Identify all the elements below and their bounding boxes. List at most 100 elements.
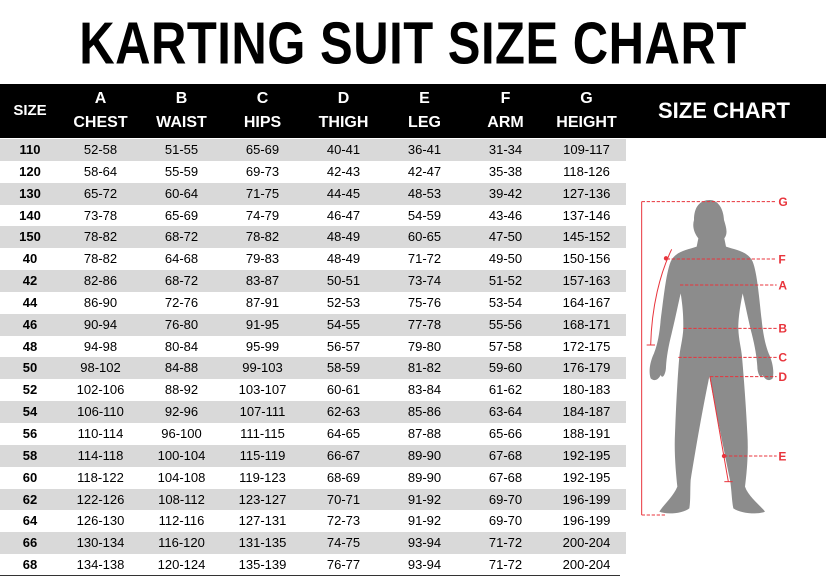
- figure-label-e: E: [778, 449, 786, 463]
- value-cell: 60-65: [407, 229, 442, 245]
- table-row: 68 134-138 120-124 135-139 76-77 93-94 71-72 20…: [0, 554, 626, 576]
- value-cell: 85-86: [407, 404, 442, 420]
- value-cell: 71-72: [488, 535, 523, 551]
- header-size: SIZE: [13, 102, 47, 119]
- size-cell: 120: [19, 163, 41, 179]
- body-silhouette: [649, 200, 774, 514]
- value-cell: 192-195: [562, 447, 611, 463]
- value-cell: 65-69: [245, 142, 280, 157]
- value-cell: 94-98: [83, 338, 118, 354]
- value-cell: 64-65: [326, 425, 361, 441]
- size-cell: 48: [22, 338, 38, 354]
- value-cell: 42-43: [326, 163, 361, 179]
- value-cell: 130-134: [76, 535, 125, 551]
- header-letter: A: [94, 90, 107, 107]
- value-cell: 81-82: [407, 360, 442, 376]
- figure-label-g: G: [778, 195, 787, 209]
- header-letter: F: [500, 90, 511, 107]
- value-cell: 76-80: [164, 316, 199, 332]
- value-cell: 80-84: [164, 338, 199, 354]
- value-cell: 74-75: [326, 535, 361, 551]
- table-row: 58 114-118 100-104 115-119 66-67 89-90 67-68 19…: [0, 444, 626, 467]
- value-cell: 99-103: [242, 360, 283, 376]
- value-cell: 118-122: [77, 469, 124, 485]
- value-cell: 176-179: [562, 360, 611, 376]
- value-cell: 107-111: [239, 404, 286, 420]
- value-cell: 44-45: [326, 185, 361, 201]
- table-row: 64 126-130 112-116 127-131 72-73 91-92 69-70 19…: [0, 510, 626, 532]
- size-cell: 110: [19, 142, 41, 157]
- body-measurement-figure: G FA B CD E: [641, 195, 788, 516]
- value-cell: 52-58: [83, 142, 118, 157]
- value-cell: 122-126: [76, 491, 125, 507]
- size-cell: 50: [22, 360, 38, 376]
- value-cell: 51-52: [488, 273, 523, 289]
- value-cell: 68-69: [326, 469, 361, 485]
- table-row: 120 58-64 55-59 69-73 42-43 42-47 35-38 118-126: [0, 161, 626, 183]
- value-cell: 50-51: [326, 273, 361, 289]
- value-cell: 96-100: [161, 425, 202, 441]
- header-name: ARM: [487, 114, 524, 131]
- value-cell: 150-156: [562, 251, 611, 267]
- table-row: 40 78-82 64-68 79-83 48-49 71-72 49-50 150-156: [0, 248, 626, 270]
- size-chart-label: SIZE CHART: [658, 98, 790, 123]
- header-col-waist: B WAIST: [141, 84, 222, 138]
- size-cell: 60: [22, 469, 38, 485]
- value-cell: 114-118: [77, 447, 124, 463]
- header-letter: C: [256, 90, 269, 107]
- value-cell: 82-86: [83, 273, 118, 289]
- value-cell: 42-47: [407, 163, 442, 179]
- table-row: 60 118-122 104-108 119-123 68-69 89-90 67-68 19…: [0, 467, 626, 489]
- value-cell: 39-42: [488, 185, 523, 201]
- table-row: 130 65-72 60-64 71-75 44-45 48-53 39-42 127-136: [0, 182, 626, 205]
- value-cell: 87-91: [245, 294, 280, 310]
- table-row: 54 106-110 92-96 107-111 62-63 85-86 63-64 184-…: [0, 401, 626, 423]
- value-cell: 67-68: [488, 447, 523, 463]
- size-cell: 40: [22, 251, 38, 267]
- value-cell: 48-49: [326, 229, 361, 245]
- header-col-arm: F ARM: [465, 84, 546, 138]
- value-cell: 93-94: [407, 557, 442, 573]
- value-cell: 172-175: [562, 338, 611, 354]
- value-cell: 135-139: [238, 557, 287, 573]
- value-cell: 65-72: [83, 185, 118, 201]
- value-cell: 35-38: [488, 163, 523, 179]
- value-cell: 68-72: [164, 229, 199, 245]
- value-cell: 91-92: [407, 513, 442, 529]
- value-cell: 36-41: [407, 142, 442, 157]
- table-row: 48 94-98 80-84 95-99 56-57 79-80 57-58 172-175: [0, 336, 626, 358]
- value-cell: 89-90: [407, 469, 442, 485]
- value-cell: 164-167: [562, 294, 611, 310]
- value-cell: 57-58: [488, 338, 523, 354]
- value-cell: 78-82: [83, 251, 118, 267]
- table-row: 140 73-78 65-69 74-79 46-47 54-59 43-46 137-146: [0, 205, 626, 227]
- value-cell: 111-115: [240, 425, 285, 441]
- value-cell: 71-75: [245, 185, 280, 201]
- value-cell: 90-94: [83, 316, 118, 332]
- value-cell: 60-61: [326, 382, 361, 398]
- table-bottom-border: [0, 575, 620, 576]
- value-cell: 192-195: [562, 469, 611, 485]
- value-cell: 47-50: [488, 229, 523, 245]
- figure-label-c: C: [778, 351, 787, 365]
- value-cell: 55-56: [488, 316, 523, 332]
- value-cell: 108-112: [158, 491, 205, 507]
- value-cell: 83-84: [407, 382, 442, 398]
- table-row: 56 110-114 96-100 111-115 64-65 87-88 65-66 188…: [0, 423, 626, 445]
- value-cell: 73-78: [83, 207, 118, 223]
- value-cell: 60-64: [164, 185, 199, 201]
- size-cell: 150: [19, 229, 41, 245]
- value-cell: 76-77: [326, 557, 361, 573]
- value-cell: 78-82: [245, 229, 280, 245]
- size-cell: 46: [22, 316, 38, 332]
- value-cell: 119-123: [239, 469, 286, 485]
- value-cell: 56-57: [326, 338, 361, 354]
- value-cell: 116-120: [158, 535, 205, 551]
- size-cell: 68: [22, 557, 38, 573]
- value-cell: 95-99: [245, 338, 280, 354]
- table-row: 50 98-102 84-88 99-103 58-59 81-82 59-60 176-17…: [0, 357, 626, 380]
- value-cell: 46-47: [326, 207, 361, 223]
- size-cell: 54: [22, 404, 38, 420]
- value-cell: 79-83: [245, 251, 280, 267]
- value-cell: 200-204: [562, 535, 611, 551]
